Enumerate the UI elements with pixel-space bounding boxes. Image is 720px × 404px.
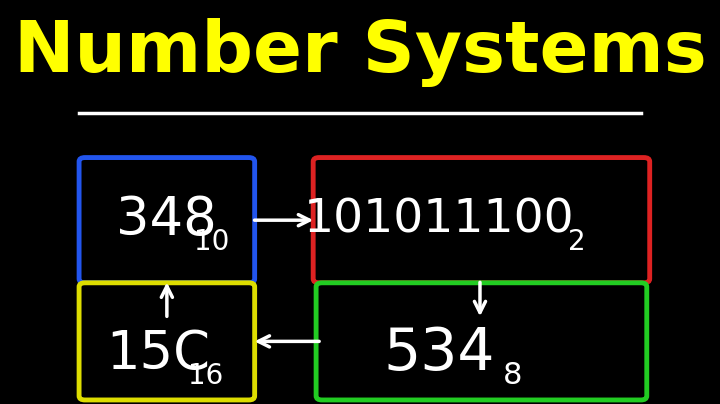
Text: 15C: 15C [106, 328, 210, 379]
Text: 101011100: 101011100 [304, 198, 575, 243]
FancyBboxPatch shape [313, 158, 649, 283]
Text: 348: 348 [117, 194, 217, 246]
Text: 16: 16 [189, 362, 224, 390]
FancyBboxPatch shape [316, 283, 647, 400]
Text: 534: 534 [383, 325, 495, 382]
FancyBboxPatch shape [79, 283, 255, 400]
Text: Number Systems: Number Systems [14, 18, 706, 87]
Text: 8: 8 [503, 361, 522, 390]
Text: 2: 2 [568, 228, 585, 257]
FancyBboxPatch shape [79, 158, 255, 283]
Text: 10: 10 [194, 228, 230, 257]
